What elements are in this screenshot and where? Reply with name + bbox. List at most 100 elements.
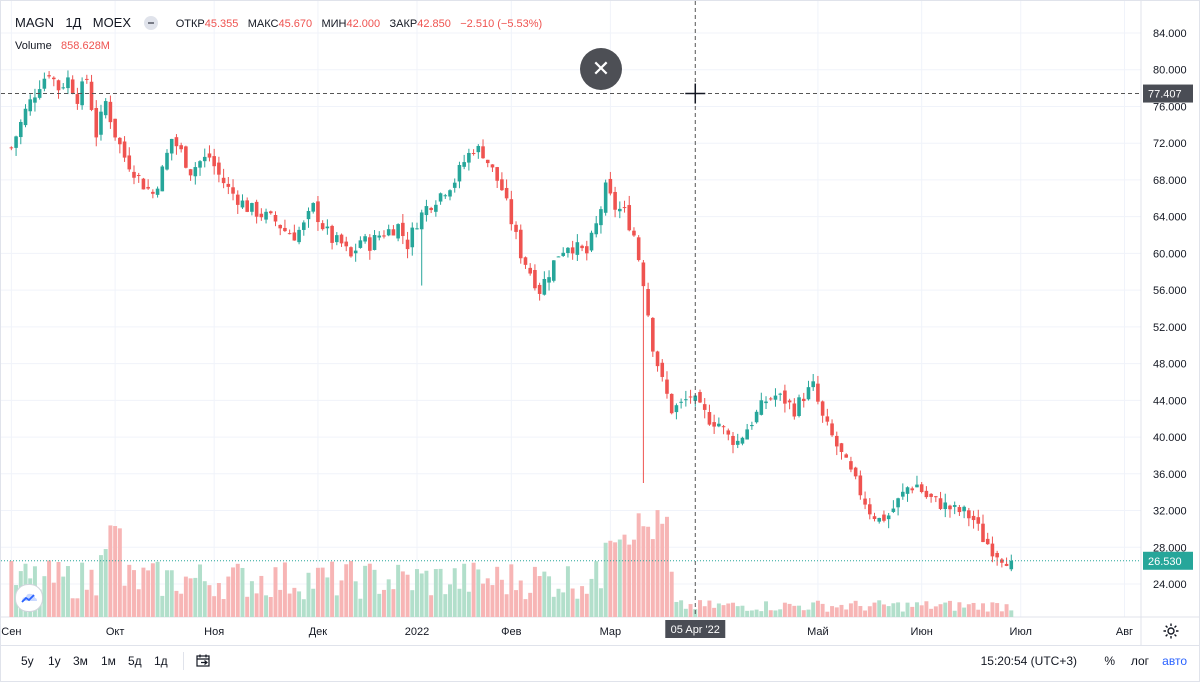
- candle-body: [773, 395, 778, 400]
- candle-body: [924, 490, 929, 498]
- volume-bar: [556, 588, 561, 617]
- y-tick-label: 64.000: [1153, 212, 1187, 224]
- volume-bar: [348, 560, 353, 617]
- symbol-name[interactable]: MAGN: [15, 15, 54, 30]
- volume-bar: [221, 599, 226, 617]
- volume-bar: [735, 606, 740, 617]
- volume-bar: [268, 597, 273, 617]
- collapse-legend-icon[interactable]: [144, 15, 159, 30]
- candle-body: [849, 461, 853, 470]
- volume-bar: [839, 604, 844, 617]
- candle-body: [599, 209, 603, 226]
- volume-bar: [957, 602, 962, 617]
- range-5y-button[interactable]: 5y: [21, 654, 34, 668]
- volume-bar: [499, 579, 504, 617]
- volume-bar: [141, 567, 146, 617]
- volume-bar: [98, 555, 103, 617]
- volume-bar: [292, 587, 297, 617]
- settings-gear-icon[interactable]: [1162, 622, 1180, 640]
- candle-body: [641, 262, 646, 287]
- x-tick-label: Авг: [1116, 626, 1133, 638]
- volume-bar: [438, 568, 443, 617]
- goto-date-icon[interactable]: [195, 653, 211, 669]
- toolbar-divider: [183, 652, 184, 670]
- candle-body: [325, 226, 330, 229]
- candle-body: [740, 437, 745, 444]
- tradingview-logo[interactable]: [15, 584, 43, 612]
- range-1y-button[interactable]: 1y: [48, 654, 61, 668]
- volume-bar: [339, 580, 344, 617]
- candle-body: [1000, 559, 1004, 563]
- volume-bar: [330, 561, 335, 617]
- volume-bar: [377, 593, 382, 617]
- volume-bar: [834, 607, 839, 617]
- candle-body: [735, 440, 740, 445]
- candle-body: [679, 401, 683, 403]
- volume-bar: [80, 562, 85, 617]
- volume-bar: [278, 589, 283, 617]
- close-button[interactable]: ✕: [580, 48, 622, 90]
- volume-bar: [580, 586, 585, 617]
- crosshair-price-badge: [1143, 84, 1193, 103]
- candle-body: [886, 515, 891, 520]
- volume-value: 858.628M: [61, 40, 110, 52]
- candle-body: [646, 289, 650, 316]
- candle-body: [995, 552, 999, 558]
- volume-bar: [561, 592, 566, 617]
- volume-bar: [584, 593, 589, 617]
- volume-bar: [745, 610, 750, 617]
- range-1d-button[interactable]: 1д: [154, 654, 168, 668]
- candle-body: [759, 400, 764, 415]
- candle-body: [415, 228, 419, 230]
- volume-bar: [306, 572, 311, 617]
- clock-time[interactable]: 15:20:54 (UTC+3): [980, 654, 1077, 668]
- candle-body: [528, 267, 532, 274]
- candle-body: [801, 398, 806, 402]
- volume-bar: [254, 593, 259, 617]
- volume-bar: [971, 602, 976, 617]
- candle-body: [919, 484, 924, 493]
- candle-body: [962, 506, 966, 512]
- range-5d-button[interactable]: 5д: [128, 654, 142, 668]
- volume-label[interactable]: Volume: [15, 40, 52, 52]
- volume-bar: [381, 589, 386, 617]
- log-scale-button[interactable]: лог: [1130, 654, 1149, 668]
- candle-body: [627, 205, 632, 231]
- volume-bar: [565, 566, 570, 617]
- candle-body: [669, 393, 674, 414]
- candle-body: [816, 383, 820, 402]
- candle-body: [188, 169, 193, 176]
- volume-bar: [853, 600, 858, 617]
- candle-body: [127, 155, 132, 170]
- auto-scale-button[interactable]: авто: [1162, 654, 1187, 668]
- candle-body: [985, 538, 990, 545]
- candle-body: [636, 237, 641, 261]
- interval-label[interactable]: 1Д: [65, 15, 82, 30]
- candle-body: [424, 206, 429, 216]
- candle-body: [438, 193, 443, 202]
- volume-bar: [981, 603, 985, 617]
- candle-body: [608, 178, 613, 194]
- candle-body: [589, 232, 594, 251]
- price-chart[interactable]: 84.000 80.000 76.000 72.000 68.000 64.000 60.0…: [1, 1, 1200, 646]
- candle-body: [570, 247, 575, 254]
- close-icon: ✕: [591, 56, 611, 81]
- volume-bar: [452, 568, 457, 617]
- volume-bar: [202, 581, 207, 617]
- candle-body: [283, 227, 287, 232]
- percent-scale-button[interactable]: %: [1104, 654, 1115, 668]
- candle-body: [547, 277, 551, 283]
- x-tick-label: Дек: [309, 626, 328, 638]
- candle-body: [481, 146, 485, 159]
- range-3m-button[interactable]: 3м: [73, 654, 88, 668]
- volume-bar: [108, 525, 113, 617]
- candle-body: [948, 505, 952, 510]
- volume-bar: [679, 600, 684, 617]
- volume-bar: [132, 570, 136, 617]
- volume-bar: [429, 595, 434, 617]
- range-1m-button[interactable]: 1м: [101, 654, 116, 668]
- volume-bar: [315, 567, 320, 617]
- volume-bar: [589, 578, 594, 617]
- candle-body: [1009, 560, 1014, 570]
